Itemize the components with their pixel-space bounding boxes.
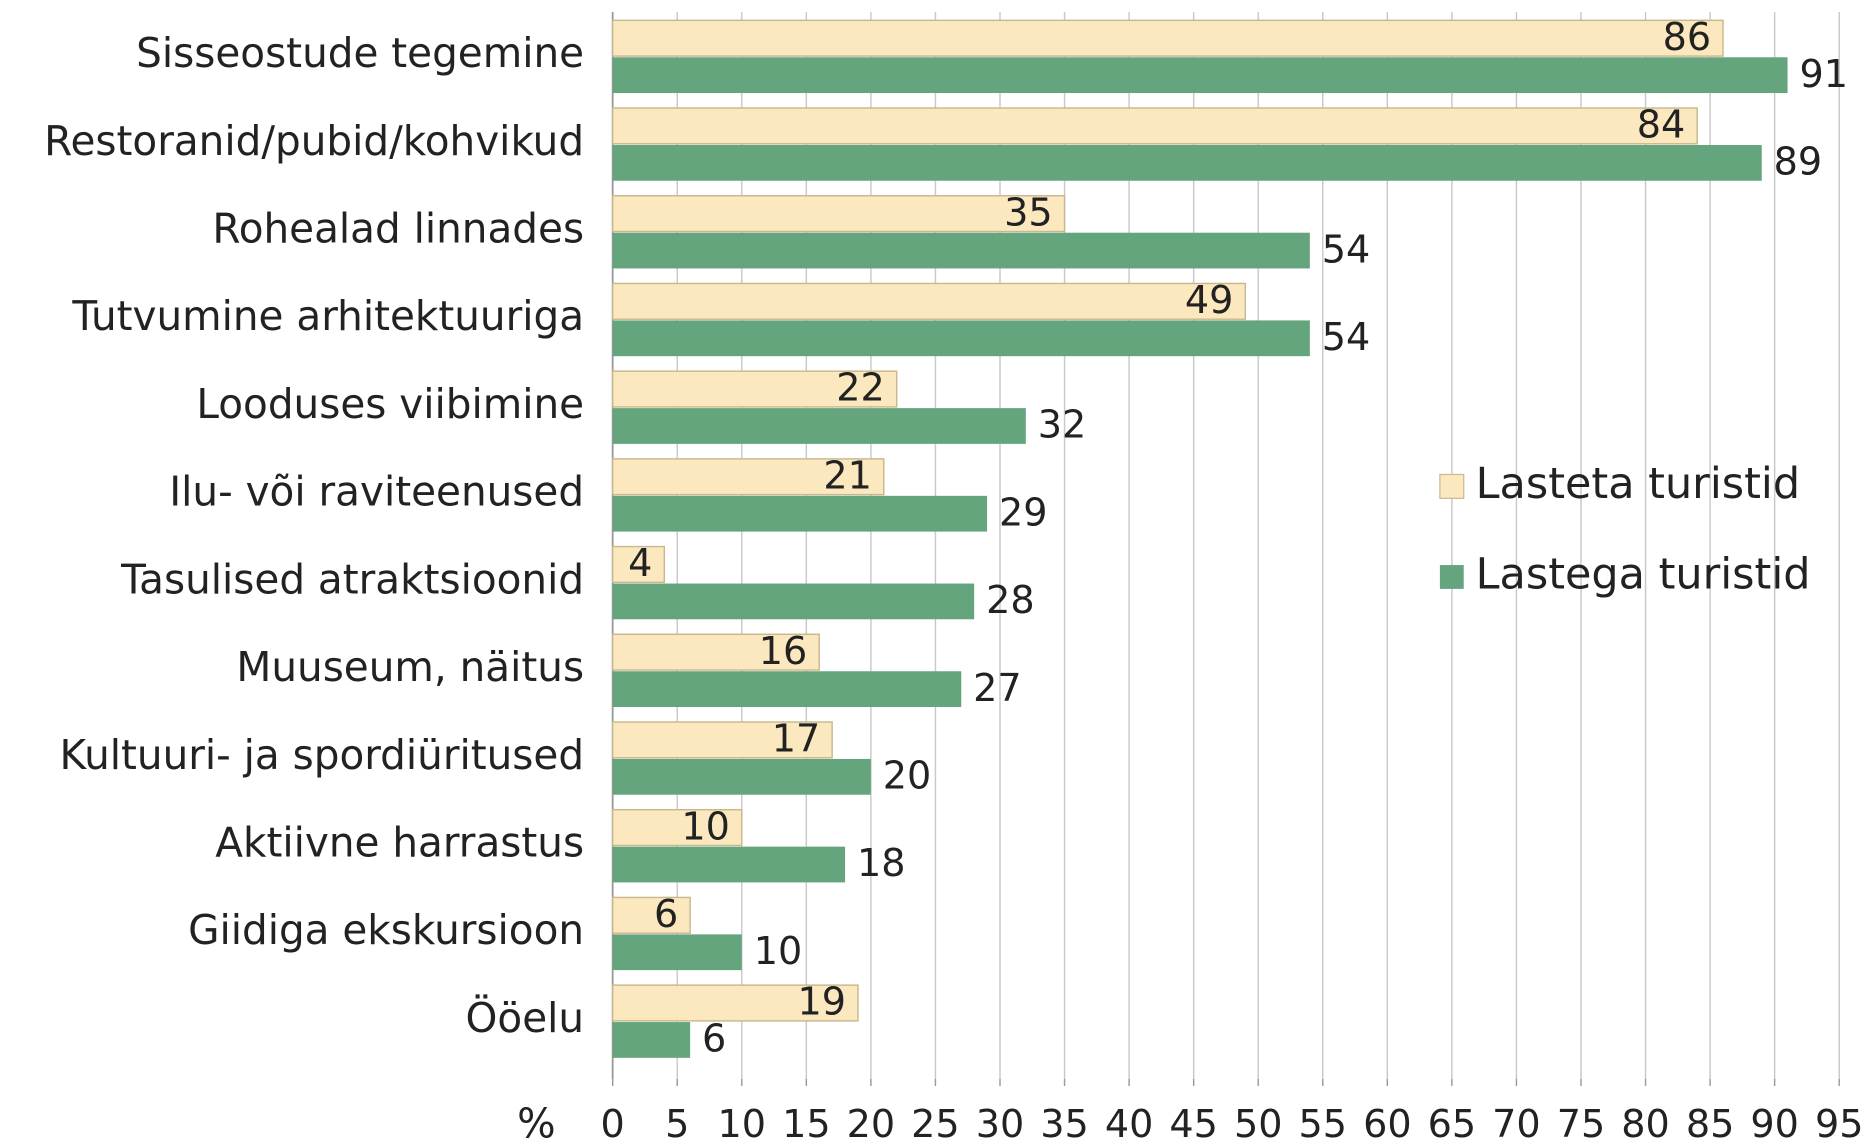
y-tick-label: Ilu- või raviteenused — [169, 468, 584, 516]
bar — [611, 458, 885, 496]
bar — [611, 195, 1066, 233]
x-tick-label: 20 — [847, 1102, 896, 1146]
data-label: 10 — [754, 929, 803, 973]
data-label: 20 — [883, 754, 932, 798]
x-tick-label: 80 — [1621, 1102, 1670, 1146]
bar — [612, 320, 1310, 357]
bar — [612, 144, 1762, 181]
x-tick-label: 30 — [976, 1102, 1025, 1146]
x-tick-label: 95 — [1815, 1102, 1864, 1146]
legend-label: Lastega turistid — [1476, 549, 1811, 599]
data-label: 49 — [1185, 278, 1234, 322]
bar — [611, 370, 898, 408]
y-tick-label: Kultuuri- ja spordiüritused — [60, 731, 585, 779]
data-label: 16 — [759, 629, 808, 673]
data-label: 84 — [1637, 103, 1686, 147]
y-tick-label: Sisseostude tegemine — [136, 29, 584, 77]
bar — [612, 758, 871, 795]
data-label: 28 — [986, 578, 1035, 622]
data-label: 6 — [654, 892, 678, 936]
bar — [611, 896, 691, 934]
bar — [611, 808, 743, 847]
data-label: 54 — [1322, 227, 1371, 271]
data-label: 10 — [681, 804, 730, 848]
bar — [611, 633, 820, 671]
bar — [612, 232, 1310, 269]
x-tick-label: 90 — [1750, 1102, 1799, 1146]
y-tick-label: Looduses viibimine — [196, 380, 584, 428]
bar — [612, 1022, 691, 1058]
x-tick-label: 5 — [665, 1102, 689, 1146]
x-tick-label: 15 — [782, 1102, 831, 1146]
y-tick-label: Tasulised atraktsioonid — [120, 555, 584, 603]
x-tick-label: 40 — [1105, 1102, 1154, 1146]
data-label: 86 — [1663, 15, 1712, 59]
bar — [612, 671, 962, 708]
bar — [611, 107, 1698, 145]
data-label: 91 — [1799, 52, 1848, 96]
x-tick-label: 75 — [1557, 1102, 1606, 1146]
y-tick-label: Ööelu — [466, 994, 585, 1042]
data-label: 29 — [999, 490, 1048, 534]
legend-swatch — [1439, 565, 1464, 589]
x-tick-label: 85 — [1686, 1102, 1735, 1146]
y-tick-label: Tutvumine arhitektuuriga — [71, 292, 584, 340]
bar — [611, 984, 859, 1022]
bar — [612, 57, 1788, 94]
x-tick-label: 50 — [1234, 1102, 1283, 1146]
data-label: 6 — [702, 1017, 726, 1061]
y-tick-label: Giidiga ekskursioon — [188, 906, 584, 954]
x-tick-label: 45 — [1169, 1102, 1218, 1146]
legend-label: Lasteta turistid — [1476, 459, 1800, 509]
data-label: 54 — [1322, 315, 1371, 359]
y-tick-label: Aktiivne harrastus — [215, 818, 584, 866]
y-tick-label: Rohealad linnades — [212, 205, 584, 253]
y-tick-label: Muuseum, näitus — [236, 643, 584, 691]
bar — [612, 934, 742, 971]
bar — [611, 19, 1724, 57]
bar — [611, 721, 833, 759]
data-label: 35 — [1004, 190, 1053, 234]
x-tick-label: 70 — [1492, 1102, 1541, 1146]
x-tick-label: 55 — [1299, 1102, 1348, 1146]
x-axis-label: % — [517, 1099, 556, 1147]
bar — [612, 408, 1026, 444]
data-label: 4 — [628, 541, 652, 585]
data-label: 89 — [1774, 140, 1823, 184]
bar — [611, 545, 666, 584]
data-label: 27 — [973, 666, 1022, 710]
bar — [611, 282, 1247, 320]
bar — [612, 495, 988, 532]
legend-swatch — [1439, 473, 1465, 499]
x-tick-label: 60 — [1363, 1102, 1412, 1146]
data-label: 21 — [823, 453, 872, 497]
data-label: 22 — [836, 366, 885, 410]
bar — [612, 583, 975, 620]
x-tick-label: 25 — [911, 1102, 960, 1146]
x-tick-label: 35 — [1040, 1102, 1089, 1146]
data-label: 18 — [857, 841, 906, 885]
data-label: 19 — [798, 980, 847, 1024]
data-label: 32 — [1038, 403, 1087, 447]
x-tick-label: 10 — [718, 1102, 767, 1146]
x-tick-label: 0 — [601, 1102, 625, 1146]
data-label: 17 — [772, 717, 821, 761]
bar — [612, 846, 846, 883]
x-tick-label: 65 — [1428, 1102, 1477, 1146]
y-tick-label: Restoranid/pubid/kohvikud — [44, 117, 584, 165]
